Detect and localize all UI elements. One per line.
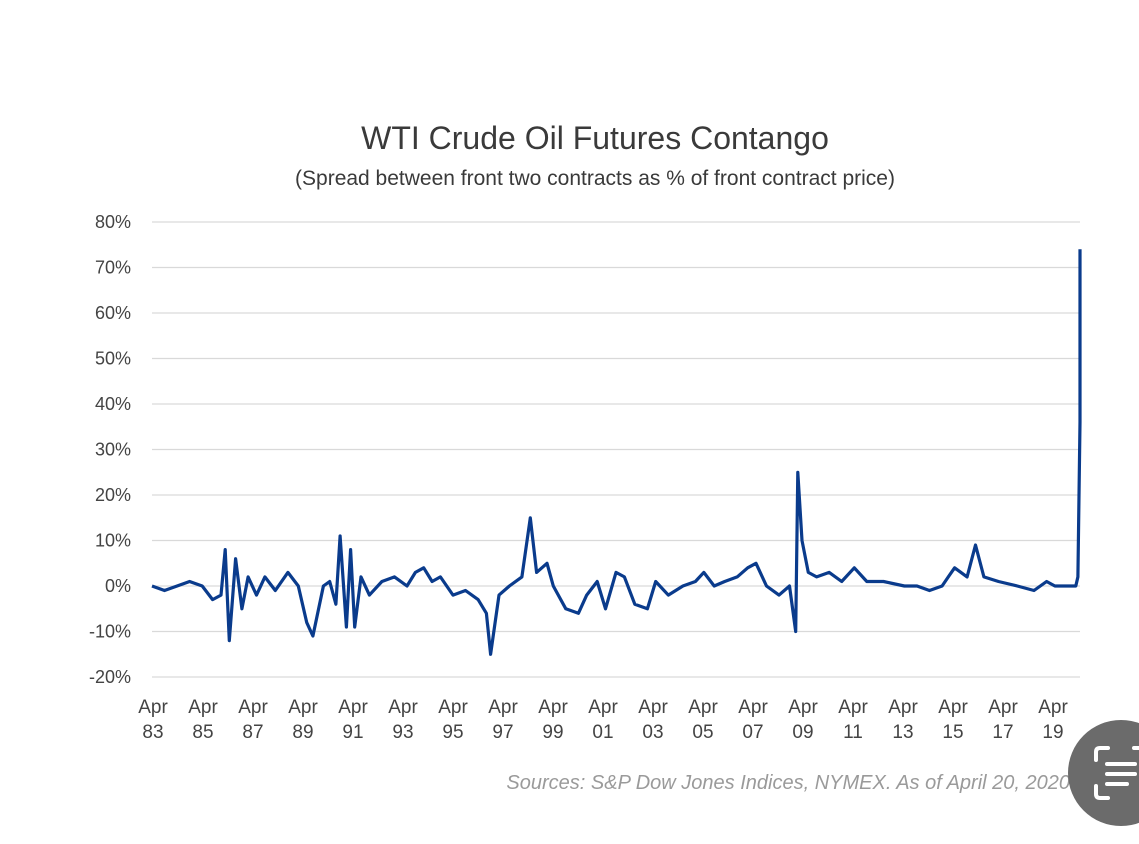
y-tick-label: 30% [95,440,131,460]
x-tick-label: Apr 17 [988,697,1018,743]
x-tick-label: Apr 97 [488,697,518,743]
x-tick-label: Apr 85 [188,697,218,743]
y-axis-ticks: 80% 70% 60% 50% 40% 30% 20% 10% 0% -10% -20% [89,212,131,687]
x-tick-label: Apr 83 [138,697,168,743]
x-tick-label: Apr 91 [338,697,368,743]
y-tick-label: -10% [89,622,131,642]
x-tick-label: Apr 99 [538,697,568,743]
x-tick-label: Apr 07 [738,697,768,743]
x-tick-label: Apr 93 [388,697,418,743]
x-tick-label: Apr 89 [288,697,318,743]
x-tick-label: Apr 09 [788,697,818,743]
chart-subtitle: (Spread between front two contracts as %… [295,167,895,190]
x-axis-ticks: Apr 83 Apr 85 Apr 87 Apr 89 Apr 91 Apr 93 Apr 95 Apr 97… [138,697,1068,743]
x-tick-label: Apr 03 [638,697,668,743]
gridlines [152,221,1080,678]
text-scan-icon [1094,746,1139,800]
x-tick-label: Apr 13 [888,697,918,743]
chart-title: WTI Crude Oil Futures Contango [361,120,829,156]
x-tick-label: Apr 11 [838,697,868,743]
x-tick-label: Apr 05 [688,697,718,743]
y-tick-label: 60% [95,303,131,323]
y-tick-label: 40% [95,394,131,414]
y-tick-label: 50% [95,349,131,369]
x-tick-label: Apr 95 [438,697,468,743]
x-tick-label: Apr 01 [588,697,618,743]
y-tick-label: 10% [95,531,131,551]
series-line [151,249,1082,656]
x-tick-label: Apr 15 [938,697,968,743]
chart-source-note: Sources: S&P Dow Jones Indices, NYMEX. A… [506,772,1070,794]
y-tick-label: -20% [89,667,131,687]
y-tick-label: 0% [105,576,131,596]
x-tick-label: Apr 19 [1038,697,1068,743]
y-tick-label: 20% [95,485,131,505]
y-tick-label: 80% [95,212,131,232]
y-tick-label: 70% [95,258,131,278]
x-tick-label: Apr 87 [238,697,268,743]
